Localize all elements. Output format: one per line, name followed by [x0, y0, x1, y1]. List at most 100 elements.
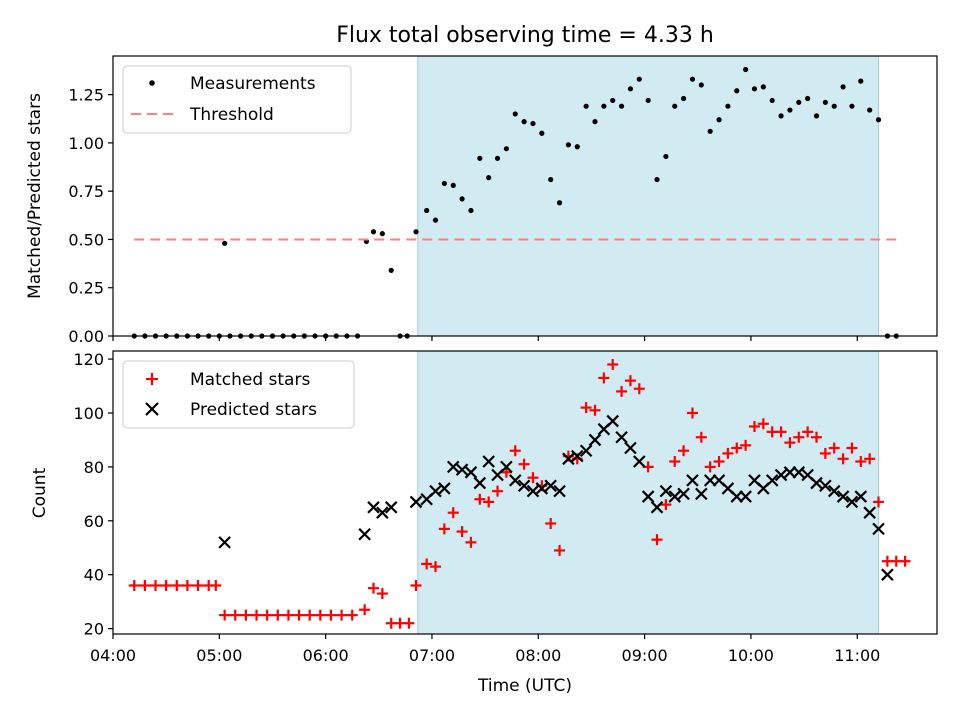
matched-star-marker — [376, 588, 388, 600]
matched-star-marker — [731, 442, 743, 454]
x-tick-label: 05:00 — [196, 646, 242, 665]
predicted-star-marker — [881, 568, 894, 581]
matched-star-marker — [837, 453, 849, 465]
predicted-star-marker — [677, 487, 690, 501]
measurement-point — [654, 176, 660, 183]
matched-star-marker — [686, 407, 698, 419]
predicted-star-marker — [792, 466, 806, 479]
matched-star-marker — [802, 426, 814, 438]
matched-star-marker — [757, 418, 769, 430]
measurement-point — [840, 84, 846, 90]
matched-star-marker — [740, 439, 752, 451]
measurement-point — [565, 142, 572, 148]
matched-star-marker — [251, 609, 263, 621]
predicted-star-marker — [553, 484, 566, 498]
measurement-point — [778, 113, 784, 119]
matched-star-marker — [160, 579, 172, 591]
predicted-star-marker — [872, 522, 885, 536]
measurement-point — [858, 78, 864, 84]
predicted-star-marker — [650, 501, 664, 514]
legend-x-icon — [145, 402, 159, 416]
measurement-point — [645, 97, 651, 104]
measurement-point — [787, 107, 793, 113]
measurement-point — [592, 119, 598, 125]
matched-star-marker — [899, 555, 911, 567]
measurement-point — [459, 196, 465, 202]
predicted-star-marker — [517, 479, 531, 493]
matched-star-marker — [527, 472, 539, 484]
measurement-point — [769, 97, 775, 104]
predicted-star-marker — [845, 495, 859, 509]
measurement-point — [831, 103, 837, 109]
matched-star-marker — [465, 536, 477, 548]
measurement-point — [556, 200, 563, 206]
measurement-point — [424, 207, 430, 214]
measurement-point — [618, 103, 625, 109]
matched-star-marker — [669, 456, 681, 468]
matched-star-marker — [304, 609, 316, 621]
measurement-point — [707, 128, 713, 134]
predicted-star-marker — [668, 490, 682, 503]
count-y-ticks: 20 40 60 80 100 120 — [73, 350, 113, 639]
x-tick-label: 10:00 — [728, 646, 774, 665]
matched-star-marker — [359, 604, 371, 616]
count-x-ticks: 04:00 05:00 06:00 07:00 08:00 09:00 10:00 11:00 — [90, 634, 880, 665]
observing-window-shade — [417, 350, 880, 635]
matched-star-marker — [492, 485, 504, 497]
matched-star-marker — [695, 431, 707, 443]
x-tick-label: 07:00 — [409, 646, 455, 665]
predicted-star-marker — [376, 506, 389, 519]
count-y-axis-label: Count — [30, 467, 50, 518]
measurement-point — [379, 231, 385, 237]
predicted-star-marker — [827, 484, 841, 498]
matched-star-marker — [607, 358, 619, 370]
predicted-star-marker — [562, 452, 575, 466]
measurement-point — [663, 153, 669, 160]
matched-star-marker — [447, 507, 459, 519]
measurement-point — [875, 117, 882, 123]
predicted-star-marker — [429, 484, 442, 498]
measurement-point — [583, 103, 589, 109]
count-legend: Matched stars Predicted stars — [122, 360, 355, 429]
y-tick-label: 0.00 — [68, 327, 104, 346]
predicted-star-marker — [615, 430, 628, 444]
y-tick-label: 80 — [84, 458, 104, 477]
predicted-star-marker — [695, 487, 708, 501]
measurement-point — [432, 217, 439, 223]
y-tick-label: 0.25 — [68, 279, 104, 298]
predicted-star-marker — [641, 490, 655, 503]
matched-star-marker — [261, 609, 273, 621]
y-tick-label: 100 — [73, 404, 104, 423]
chart-title: Flux total observing time = 4.33 h — [336, 23, 714, 48]
x-axis-label: Time (UTC) — [477, 676, 572, 696]
measurement-point — [760, 84, 766, 90]
predicted-star-marker — [455, 463, 469, 476]
matched-star-marker — [456, 526, 468, 538]
matched-star-marker — [554, 544, 566, 556]
matched-star-marker — [678, 445, 690, 457]
legend-predicted-label: Predicted stars — [190, 400, 317, 420]
predicted-star-marker — [535, 482, 549, 495]
measurement-point — [867, 107, 873, 113]
matched-star-marker — [819, 447, 831, 459]
matched-star-marker — [500, 466, 512, 478]
predicted-star-marker — [544, 479, 557, 493]
matched-star-marker — [421, 558, 433, 570]
measurement-point — [636, 76, 642, 82]
measurement-point — [503, 146, 509, 152]
predicted-star-marker — [659, 484, 673, 498]
matched-star-marker — [846, 442, 858, 454]
measurement-point — [512, 111, 518, 117]
predicted-star-marker — [438, 482, 451, 495]
ratio-panel: 0.00 0.25 0.50 0.75 1.00 1.25 Matched/Predict… — [25, 55, 938, 346]
y-tick-label: 120 — [73, 350, 104, 369]
matched-star-marker — [598, 372, 610, 384]
measurement-point — [494, 155, 501, 161]
measurement-point — [725, 103, 731, 109]
matched-star-marker — [210, 579, 222, 591]
matched-star-marker — [873, 496, 885, 508]
matched-star-marker — [651, 534, 663, 546]
matched-star-marker — [616, 385, 628, 397]
ratio-y-ticks: 0.00 0.25 0.50 0.75 1.00 1.25 — [68, 86, 113, 346]
